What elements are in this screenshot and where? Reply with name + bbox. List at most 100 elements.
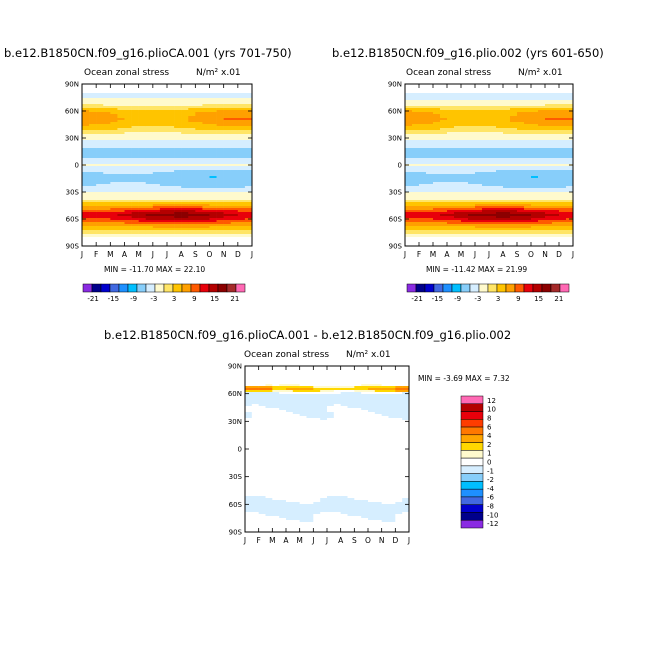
plot2-polar-mask-north [405, 84, 573, 93]
y-tick-label: 60N [65, 108, 79, 116]
y-tick-label: 90S [66, 243, 80, 251]
x-tick-label: J [571, 250, 574, 259]
plot1-colorbar: -21 -15 -9 -3 3 9 15 21 [82, 283, 246, 303]
y-tick-label: 60S [229, 501, 243, 509]
colorbar-swatch [181, 283, 192, 293]
colorbar-label: 0 [487, 459, 491, 467]
colorbar-swatch [469, 283, 480, 293]
colorbar-swatch [460, 411, 484, 420]
colorbar-swatch [91, 283, 102, 293]
colorbar-swatch [532, 283, 543, 293]
colorbar-label: -2 [487, 476, 494, 484]
colorbar-swatch [559, 283, 570, 293]
colorbar-swatch [514, 283, 525, 293]
x-tick-label: S [515, 250, 520, 259]
colorbar-label: -15 [432, 295, 443, 303]
y-tick-label: 90N [65, 81, 79, 89]
x-tick-label: M [107, 250, 113, 259]
colorbar-label: -21 [411, 295, 422, 303]
x-tick-label: J [165, 250, 168, 259]
plot2-field-label: Ocean zonal stress [406, 68, 492, 78]
plot2-title: b.e12.B1850CN.f09_g16.plio.002 (yrs 601-… [332, 46, 604, 60]
colorbar-label: 2 [487, 441, 491, 449]
x-tick-label: O [207, 250, 213, 259]
x-tick-label: N [221, 250, 227, 259]
colorbar-label: 15 [534, 295, 543, 303]
colorbar-swatch [82, 283, 93, 293]
x-tick-label: A [444, 250, 450, 259]
colorbar-swatch [460, 442, 484, 451]
y-tick-label: 0 [75, 162, 79, 170]
x-tick-label: N [379, 536, 385, 545]
y-tick-label: 90S [229, 529, 243, 537]
colorbar-swatch [460, 419, 484, 428]
x-tick-label: F [257, 536, 261, 545]
x-tick-label: J [407, 536, 410, 545]
colorbar-swatch [424, 283, 435, 293]
colorbar-label: -1 [487, 467, 494, 475]
colorbar-swatch [226, 283, 237, 293]
x-tick-label: F [417, 250, 421, 259]
x-tick-label: M [458, 250, 464, 259]
colorbar-label: -10 [487, 511, 498, 519]
x-tick-label: J [473, 250, 476, 259]
colorbar-swatch [406, 283, 417, 293]
x-tick-label: J [80, 250, 83, 259]
colorbar-swatch [163, 283, 174, 293]
x-tick-label: J [311, 536, 314, 545]
y-tick-label: 30S [389, 189, 403, 197]
plot1-units-label: N/m² x.01 [196, 68, 241, 78]
x-tick-label: M [430, 250, 436, 259]
x-tick-label: J [151, 250, 154, 259]
colorbar-swatch [460, 457, 484, 467]
colorbar-label: -21 [87, 295, 98, 303]
x-tick-label: M [269, 536, 275, 545]
colorbar-swatch [541, 283, 552, 293]
y-tick-label: 90S [389, 243, 403, 251]
colorbar-label: 1 [487, 450, 491, 458]
colorbar-swatch [496, 283, 507, 293]
colorbar-swatch [460, 512, 484, 521]
plot3-field [245, 366, 410, 533]
y-tick-label: 30N [228, 418, 242, 426]
y-tick-label: 90N [388, 81, 402, 89]
plot3-title: b.e12.B1850CN.f09_g16.plioCA.001 - b.e12… [104, 328, 512, 342]
colorbar-label: -9 [454, 295, 461, 303]
colorbar-label: 4 [487, 432, 492, 440]
y-tick-label: 30S [66, 189, 80, 197]
x-tick-label: J [243, 536, 246, 545]
colorbar-label: 9 [516, 295, 520, 303]
colorbar-swatch [460, 504, 484, 513]
x-tick-label: S [352, 536, 357, 545]
colorbar-swatch [415, 283, 426, 293]
colorbar-swatch [550, 283, 561, 293]
colorbar-swatch [460, 519, 484, 529]
colorbar-label: -15 [108, 295, 119, 303]
plot3-polar-mask-north [245, 366, 409, 376]
plot3-field-label: Ocean zonal stress [244, 350, 330, 360]
x-tick-label: S [193, 250, 198, 259]
colorbar-label: 21 [554, 295, 563, 303]
colorbar-swatch [460, 496, 484, 505]
colorbar-swatch [460, 395, 484, 405]
colorbar-label: -4 [487, 485, 495, 493]
plot2-field [405, 84, 574, 247]
colorbar-swatch [460, 434, 484, 443]
colorbar-label: 12 [487, 397, 496, 405]
colorbar-swatch [100, 283, 111, 293]
colorbar-label: 3 [172, 295, 176, 303]
colorbar-label: 10 [487, 406, 496, 414]
x-tick-label: A [122, 250, 128, 259]
plot1-field [82, 84, 253, 247]
plot3-min-max: MIN = -3.69 MAX = 7.32 [418, 374, 510, 383]
y-tick-label: 90N [228, 363, 242, 371]
x-tick-label: M [296, 536, 302, 545]
y-tick-label: 0 [238, 446, 242, 454]
x-tick-label: J [325, 536, 328, 545]
x-tick-label: J [403, 250, 406, 259]
y-tick-label: 60S [66, 216, 80, 224]
y-tick-label: 30S [229, 473, 243, 481]
